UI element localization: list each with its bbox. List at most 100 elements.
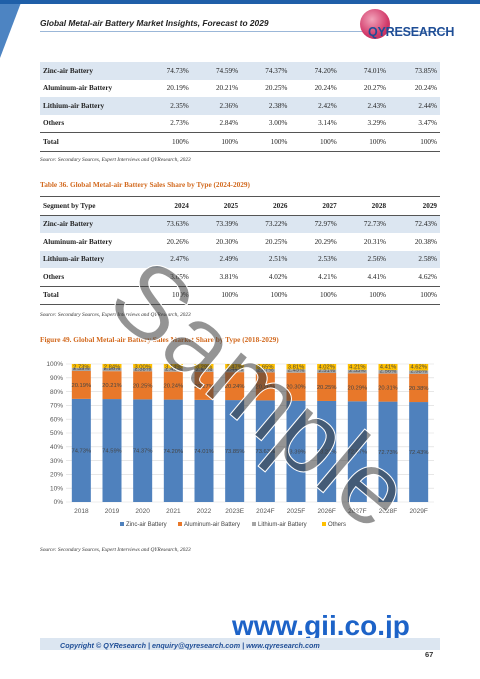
data-label: 20.24%: [225, 384, 245, 390]
data-label: 2.36%: [104, 366, 120, 372]
table-cell: 100%: [241, 285, 291, 305]
x-tick-label: 2022: [197, 508, 212, 515]
report-title: Global Metal-air Battery Market Insights…: [40, 18, 269, 28]
column-header: 2027: [290, 196, 340, 216]
x-tick-label: 2020: [135, 508, 150, 515]
bar-segment: [347, 401, 367, 502]
x-tick-label: 2018: [74, 508, 89, 515]
data-label: 20.19%: [71, 383, 91, 389]
table-cell: 72.97%: [290, 215, 340, 233]
table-cell: 73.39%: [191, 215, 242, 233]
bar-segment: [102, 371, 122, 400]
page-number: 67: [425, 650, 434, 659]
bar-segment: [71, 398, 91, 502]
table-cell: 20.21%: [215, 84, 239, 93]
x-tick-label: 2029F: [409, 508, 427, 515]
table-cell: 74.73%: [142, 62, 192, 80]
data-label: 74.73%: [71, 448, 91, 454]
table-cell: 100%: [191, 285, 242, 305]
table-cell: 100%: [191, 132, 242, 152]
row-label: Zinc-air Battery: [40, 215, 143, 233]
table-cell: 20.19%: [166, 84, 189, 93]
table-cell: 2.42%: [290, 97, 340, 115]
data-label: 2.51%: [318, 368, 334, 374]
bar-segment: [378, 373, 398, 402]
table-cell: 2.58%: [389, 250, 440, 268]
table-cell: 74.59%: [191, 62, 242, 80]
bar-segment: [133, 368, 153, 372]
bar-segment: [286, 364, 306, 370]
source-note-1: Source: Secondary Sources, Expert Interv…: [40, 157, 191, 163]
bar-segment: [317, 400, 337, 502]
data-label: 20.25%: [317, 385, 337, 391]
bar-segment: [409, 370, 429, 374]
data-label: 20.38%: [409, 386, 429, 392]
data-label: 20.26%: [255, 384, 275, 390]
table-cell: 2.49%: [191, 250, 242, 268]
legend-swatch: [178, 522, 182, 526]
table-row: Lithium-air Battery 2.47% 2.49% 2.51% 2.53% 2…: [40, 250, 440, 268]
table-cell: 20.29%: [314, 237, 337, 246]
data-label: 3.47%: [226, 365, 242, 371]
table-cell: 2.47%: [142, 250, 192, 268]
sales-share-table-forecast: Segment by Type 2024 2025 2026 2027 2028 2029 Z…: [40, 196, 440, 305]
data-label: 73.39%: [286, 449, 306, 455]
column-header: 2025: [191, 196, 242, 216]
column-header: Segment by Type: [40, 196, 143, 216]
table-cell: 2.35%: [142, 97, 192, 115]
row-label: Zinc-air Battery: [40, 62, 143, 80]
data-label: 73.63%: [255, 449, 275, 455]
footer-bar: [40, 638, 440, 650]
data-label: 2.84%: [104, 365, 120, 371]
table-cell: 2.73%: [170, 119, 189, 128]
data-label: 20.29%: [347, 385, 367, 391]
data-label: 3.00%: [134, 365, 150, 371]
table-cell: 100%: [142, 285, 192, 305]
data-label: 2.56%: [380, 368, 396, 374]
row-label: Aluminum-air Battery: [43, 237, 113, 246]
data-label: 2.44%: [226, 367, 242, 373]
bar-segment: [317, 373, 337, 401]
table-cell: 73.85%: [389, 62, 440, 80]
header-stripe: [0, 0, 480, 4]
table-cell: 73.63%: [142, 215, 192, 233]
bar-segment: [194, 368, 214, 372]
table-cell: 20.27%: [363, 84, 387, 93]
bar-segment: [255, 363, 275, 370]
data-label: 73.85%: [225, 449, 245, 455]
header-divider: [40, 31, 450, 32]
sales-share-table-historical: Zinc-air Battery 74.73% 74.59% 74.37% 74.20%…: [40, 62, 440, 152]
table-row: Total 100% 100% 100% 100% 100% 100%: [40, 285, 440, 305]
logo-text: QYRESEARCH: [368, 25, 455, 39]
row-label: Total: [40, 285, 143, 305]
table-cell: 20.30%: [215, 237, 239, 246]
bar-segment: [102, 399, 122, 502]
bar-segment: [102, 367, 122, 372]
table-cell: 100%: [389, 285, 440, 305]
bar-segment: [133, 371, 153, 400]
data-label: 4.21%: [349, 365, 365, 371]
table-cell: 72.73%: [339, 215, 390, 233]
y-tick-label: 100%: [46, 361, 63, 368]
table-cell: 4.21%: [318, 272, 337, 281]
row-label: Others: [43, 272, 65, 281]
data-label: 2.42%: [165, 367, 181, 373]
data-label: 74.01%: [194, 449, 214, 455]
table-cell: 100%: [241, 132, 291, 152]
table-cell: 4.62%: [418, 272, 437, 281]
bar-segment: [163, 368, 183, 372]
bar-segment: [347, 364, 367, 370]
chart-svg: 0% 10% 20% 30% 40% 50% 60% 70% 80% 90% 100% 74.73% 2…: [46, 361, 434, 528]
data-label: 4.62%: [410, 364, 426, 370]
table-row: Total 100% 100% 100% 100% 100% 100%: [40, 132, 440, 152]
table-cell: 72.43%: [389, 215, 440, 233]
table-row: Zinc-air Battery 73.63% 73.39% 73.22% 72.97%…: [40, 215, 440, 233]
table-cell: 20.25%: [265, 84, 288, 93]
table-cell: 3.29%: [367, 119, 387, 128]
legend-swatch: [252, 522, 256, 526]
source-note-2: Source: Secondary Sources, Expert Interv…: [40, 312, 191, 318]
x-tick-label: 2026F: [317, 508, 335, 515]
data-label: 3.14%: [165, 365, 181, 371]
bar-segment: [286, 400, 306, 502]
